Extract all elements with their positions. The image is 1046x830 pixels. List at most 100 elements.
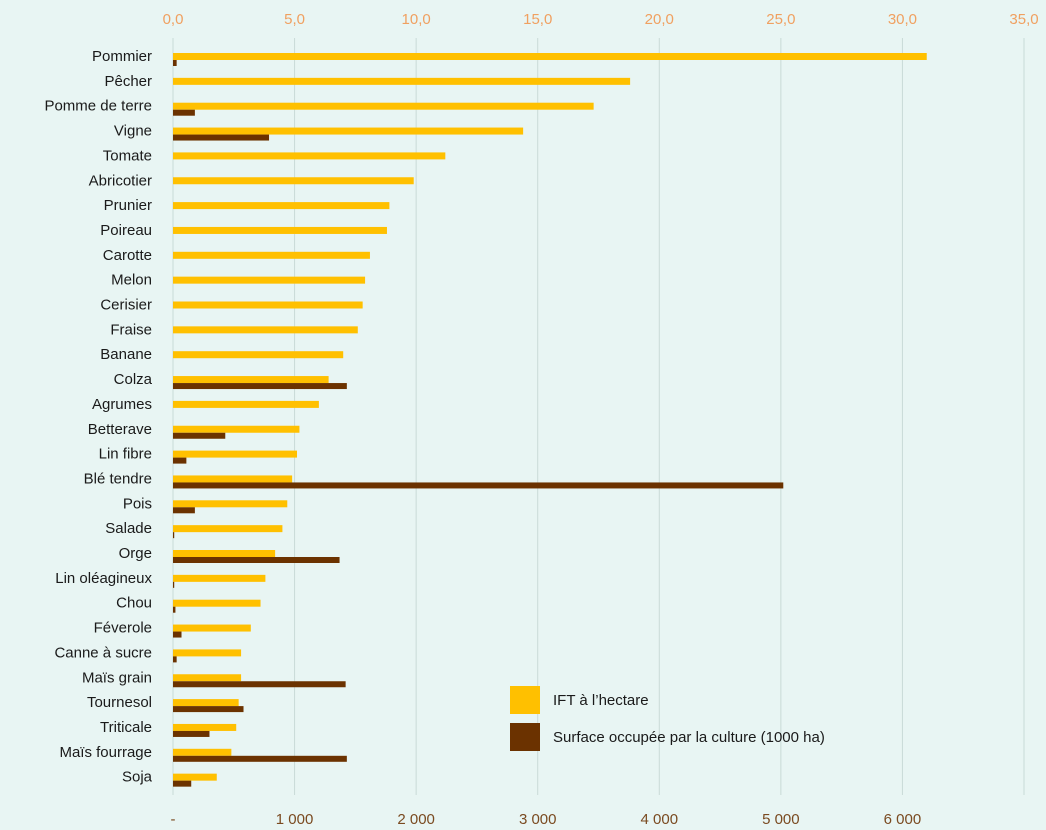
category-label: Vigne — [114, 123, 152, 140]
bar-ift — [173, 152, 446, 160]
legend-label-surface: Surface occupée par la culture (1000 ha) — [553, 729, 825, 746]
bar-surface — [173, 532, 175, 539]
bar-ift — [173, 699, 239, 707]
bar-ift — [173, 773, 217, 781]
bar-ift — [173, 177, 414, 185]
bars — [173, 53, 927, 787]
category-label: Maïs fourrage — [59, 744, 152, 761]
category-label: Carotte — [103, 247, 152, 264]
category-label: Pomme de terre — [44, 98, 152, 115]
bottom-tick-label: 6 000 — [884, 811, 922, 828]
top-tick-label: 0,0 — [163, 11, 184, 28]
bottom-tick-label: 4 000 — [641, 811, 679, 828]
bar-ift — [173, 202, 390, 210]
bar-ift — [173, 475, 293, 483]
category-label: Tournesol — [87, 694, 152, 711]
bar-surface — [173, 557, 340, 563]
bar-ift — [173, 723, 237, 731]
category-label: Melon — [111, 272, 152, 289]
gridlines — [172, 38, 1025, 795]
bar-ift — [173, 500, 288, 508]
category-label: Féverole — [94, 620, 152, 637]
bar-surface — [173, 482, 784, 489]
category-label: Lin fibre — [99, 446, 152, 463]
category-label: Agrumes — [92, 396, 152, 413]
category-label: Blé tendre — [84, 470, 152, 487]
bar-ift — [173, 301, 363, 309]
category-label: Fraise — [110, 321, 152, 338]
category-label: Prunier — [104, 197, 152, 214]
bar-surface — [173, 383, 347, 390]
bar-ift — [173, 425, 300, 433]
bar-ift — [173, 574, 266, 582]
bar-ift — [173, 102, 594, 110]
bar-surface — [173, 631, 182, 638]
category-label: Lin oléagineux — [55, 570, 152, 587]
bottom-tick-label: 3 000 — [519, 811, 557, 828]
bar-ift — [173, 748, 232, 756]
legend-label-ift: IFT à l’hectare — [553, 692, 649, 709]
bar-surface — [173, 432, 226, 439]
bar-ift — [173, 251, 370, 259]
bottom-tick-label: 1 000 — [276, 811, 314, 828]
bar-ift — [173, 53, 927, 60]
category-label: Poireau — [100, 222, 152, 239]
bar-surface — [173, 109, 195, 116]
category-label: Colza — [114, 371, 153, 388]
category-label: Tomate — [103, 147, 152, 164]
bar-surface — [173, 581, 175, 588]
bar-ift — [173, 674, 242, 682]
bottom-tick-label: 5 000 — [762, 811, 800, 828]
bar-ift — [173, 127, 524, 135]
bar-surface — [173, 134, 270, 141]
category-label: Maïs grain — [82, 669, 152, 686]
bar-surface — [173, 681, 346, 688]
bar-ift — [173, 77, 631, 85]
top-tick-label: 30,0 — [888, 11, 917, 28]
legend: IFT à l’hectare Surface occupée par la c… — [510, 686, 825, 751]
bar-surface — [173, 780, 192, 787]
bar-surface — [173, 507, 195, 514]
bar-ift — [173, 351, 344, 359]
category-label: Pois — [123, 495, 152, 512]
bar-surface — [173, 656, 177, 663]
bar-ift — [173, 450, 298, 458]
bottom-axis: - 1 000 2 000 3 000 4 000 5 000 6 000 — [171, 811, 922, 828]
category-label: Orge — [119, 545, 152, 562]
top-tick-label: 25,0 — [766, 11, 795, 28]
top-tick-label: 15,0 — [523, 11, 552, 28]
bar-ift — [173, 376, 329, 384]
category-label: Banane — [100, 346, 152, 363]
top-axis: 0,0 5,0 10,0 15,0 20,0 25,0 30,0 35,0 — [163, 11, 1039, 28]
category-label: Abricotier — [89, 172, 152, 189]
bar-surface — [173, 755, 347, 762]
bar-ift — [173, 276, 366, 284]
bar-surface — [173, 606, 176, 613]
category-labels: Pommier Pêcher Pomme de terre Vigne Tomate Ab… — [44, 48, 152, 786]
top-tick-label: 5,0 — [284, 11, 305, 28]
category-label: Salade — [105, 520, 152, 537]
category-label: Triticale — [100, 719, 152, 736]
bottom-tick-label: - — [171, 811, 176, 828]
bottom-tick-label: 2 000 — [397, 811, 435, 828]
bar-ift — [173, 326, 358, 334]
top-tick-label: 10,0 — [402, 11, 431, 28]
top-tick-label: 35,0 — [1009, 11, 1038, 28]
category-label: Chou — [116, 595, 152, 612]
category-label: Soja — [122, 769, 153, 786]
category-label: Pêcher — [104, 73, 152, 90]
bar-surface — [173, 60, 177, 66]
bar-ift — [173, 624, 251, 632]
bar-ift — [173, 550, 276, 557]
bar-ift — [173, 525, 283, 533]
legend-swatch-surface — [510, 723, 540, 751]
bar-ift — [173, 599, 261, 607]
category-label: Cerisier — [100, 297, 152, 314]
category-label: Pommier — [92, 48, 152, 65]
bar-ift — [173, 649, 242, 657]
bar-surface — [173, 457, 187, 464]
bar-surface — [173, 730, 210, 737]
top-tick-label: 20,0 — [645, 11, 674, 28]
category-label: Betterave — [88, 421, 152, 438]
